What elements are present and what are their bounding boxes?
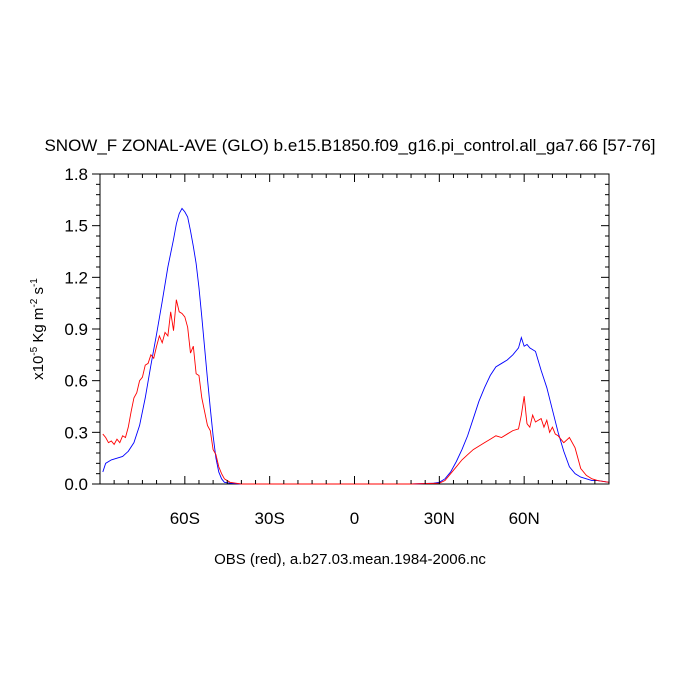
x-tick-label: 60N — [509, 509, 540, 528]
x-tick-label: 0 — [350, 509, 359, 528]
series-line-1 — [102, 207, 610, 485]
tick-layer — [92, 173, 610, 485]
x-axis-label: OBS (red), a.b27.03.mean.1984-2006.nc — [214, 551, 486, 568]
y-tick-label: 1.5 — [64, 217, 88, 236]
chart-title: SNOW_F ZONAL-AVE (GLO) b.e15.B1850.f09_g… — [44, 136, 655, 155]
x-tick-label: 30N — [424, 509, 455, 528]
x-tick-labels: 60S 30S 0 30N 60N — [170, 509, 540, 528]
y-tick-label: 0.6 — [64, 372, 88, 391]
x-tick-label: 60S — [170, 509, 200, 528]
y-axis-label: x10-5 Kg m-2 s-1 — [29, 278, 47, 380]
y-tick-label: 1.2 — [64, 268, 88, 287]
y-tick-label: 0.3 — [64, 423, 88, 442]
y-tick-label: 1.8 — [64, 165, 88, 184]
y-tick-labels: 0.0 0.3 0.6 0.9 1.2 1.5 1.8 — [64, 165, 88, 494]
plot-frame — [99, 173, 610, 485]
y-tick-label: 0.0 — [64, 475, 88, 494]
series-line-2 — [102, 299, 610, 485]
x-tick-label: 30S — [255, 509, 285, 528]
y-tick-label: 0.9 — [64, 320, 88, 339]
series-layer — [102, 207, 610, 485]
